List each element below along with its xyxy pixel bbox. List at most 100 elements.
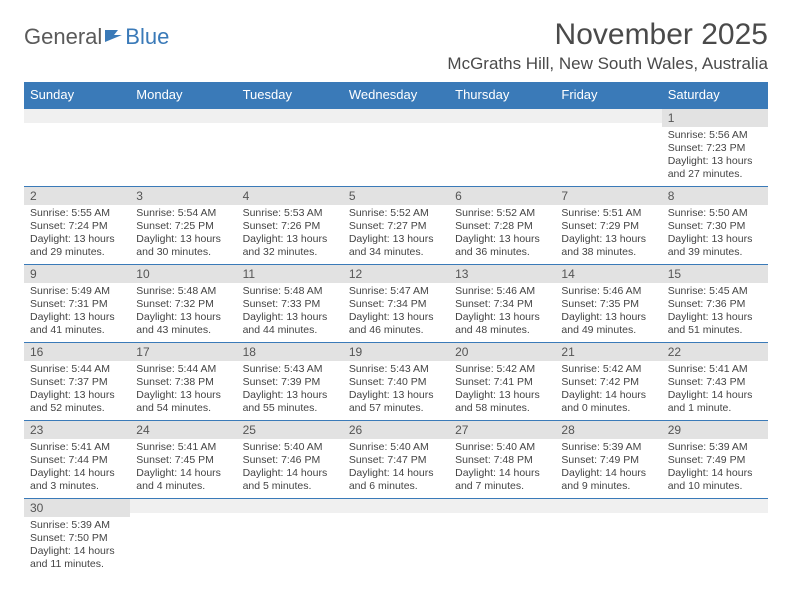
day-number: 20 xyxy=(449,343,555,361)
calendar-cell: 26Sunrise: 5:40 AMSunset: 7:47 PMDayligh… xyxy=(343,420,449,498)
daylight-text: Daylight: 14 hours and 4 minutes. xyxy=(136,467,230,493)
sunset-text: Sunset: 7:41 PM xyxy=(455,376,549,389)
day-number: 25 xyxy=(237,421,343,439)
day-number xyxy=(24,109,130,123)
sunrise-text: Sunrise: 5:39 AM xyxy=(30,519,124,532)
day-number xyxy=(343,499,449,513)
sunset-text: Sunset: 7:34 PM xyxy=(455,298,549,311)
calendar-cell: 27Sunrise: 5:40 AMSunset: 7:48 PMDayligh… xyxy=(449,420,555,498)
calendar-week-row: 1Sunrise: 5:56 AMSunset: 7:23 PMDaylight… xyxy=(24,108,768,186)
calendar-cell: 10Sunrise: 5:48 AMSunset: 7:32 PMDayligh… xyxy=(130,264,236,342)
weekday-header: Tuesday xyxy=(237,82,343,108)
sunrise-text: Sunrise: 5:46 AM xyxy=(561,285,655,298)
day-body: Sunrise: 5:39 AMSunset: 7:49 PMDaylight:… xyxy=(662,439,768,497)
calendar-cell xyxy=(237,108,343,186)
sunrise-text: Sunrise: 5:43 AM xyxy=(243,363,337,376)
day-body xyxy=(662,513,768,565)
day-body: Sunrise: 5:48 AMSunset: 7:32 PMDaylight:… xyxy=(130,283,236,341)
day-body: Sunrise: 5:42 AMSunset: 7:41 PMDaylight:… xyxy=(449,361,555,419)
day-body xyxy=(555,123,661,175)
sunrise-text: Sunrise: 5:44 AM xyxy=(136,363,230,376)
day-body: Sunrise: 5:40 AMSunset: 7:48 PMDaylight:… xyxy=(449,439,555,497)
day-body: Sunrise: 5:44 AMSunset: 7:38 PMDaylight:… xyxy=(130,361,236,419)
day-number: 8 xyxy=(662,187,768,205)
daylight-text: Daylight: 13 hours and 57 minutes. xyxy=(349,389,443,415)
calendar-cell: 29Sunrise: 5:39 AMSunset: 7:49 PMDayligh… xyxy=(662,420,768,498)
calendar-cell: 11Sunrise: 5:48 AMSunset: 7:33 PMDayligh… xyxy=(237,264,343,342)
day-number: 21 xyxy=(555,343,661,361)
sunset-text: Sunset: 7:26 PM xyxy=(243,220,337,233)
daylight-text: Daylight: 14 hours and 10 minutes. xyxy=(668,467,762,493)
sunrise-text: Sunrise: 5:49 AM xyxy=(30,285,124,298)
logo-text-2: Blue xyxy=(125,24,169,50)
day-number xyxy=(343,109,449,123)
daylight-text: Daylight: 14 hours and 3 minutes. xyxy=(30,467,124,493)
calendar-week-row: 30Sunrise: 5:39 AMSunset: 7:50 PMDayligh… xyxy=(24,498,768,576)
logo: General Blue xyxy=(24,18,169,50)
calendar-cell xyxy=(237,498,343,576)
sunset-text: Sunset: 7:49 PM xyxy=(561,454,655,467)
day-body: Sunrise: 5:51 AMSunset: 7:29 PMDaylight:… xyxy=(555,205,661,263)
day-body: Sunrise: 5:41 AMSunset: 7:43 PMDaylight:… xyxy=(662,361,768,419)
daylight-text: Daylight: 13 hours and 39 minutes. xyxy=(668,233,762,259)
sunset-text: Sunset: 7:37 PM xyxy=(30,376,124,389)
calendar-cell: 17Sunrise: 5:44 AMSunset: 7:38 PMDayligh… xyxy=(130,342,236,420)
sunrise-text: Sunrise: 5:40 AM xyxy=(349,441,443,454)
day-number xyxy=(449,109,555,123)
sunrise-text: Sunrise: 5:44 AM xyxy=(30,363,124,376)
day-number xyxy=(130,499,236,513)
calendar-cell: 18Sunrise: 5:43 AMSunset: 7:39 PMDayligh… xyxy=(237,342,343,420)
sunset-text: Sunset: 7:32 PM xyxy=(136,298,230,311)
day-body: Sunrise: 5:41 AMSunset: 7:45 PMDaylight:… xyxy=(130,439,236,497)
calendar-cell: 5Sunrise: 5:52 AMSunset: 7:27 PMDaylight… xyxy=(343,186,449,264)
day-number: 29 xyxy=(662,421,768,439)
calendar-cell: 20Sunrise: 5:42 AMSunset: 7:41 PMDayligh… xyxy=(449,342,555,420)
calendar-table: Sunday Monday Tuesday Wednesday Thursday… xyxy=(24,82,768,576)
day-body: Sunrise: 5:52 AMSunset: 7:27 PMDaylight:… xyxy=(343,205,449,263)
day-number: 28 xyxy=(555,421,661,439)
calendar-cell xyxy=(555,108,661,186)
day-number: 26 xyxy=(343,421,449,439)
day-number xyxy=(237,109,343,123)
sunset-text: Sunset: 7:42 PM xyxy=(561,376,655,389)
daylight-text: Daylight: 14 hours and 6 minutes. xyxy=(349,467,443,493)
sunrise-text: Sunrise: 5:47 AM xyxy=(349,285,443,298)
day-body xyxy=(237,123,343,175)
sunset-text: Sunset: 7:49 PM xyxy=(668,454,762,467)
day-number: 7 xyxy=(555,187,661,205)
sunset-text: Sunset: 7:35 PM xyxy=(561,298,655,311)
flag-icon xyxy=(104,24,124,50)
sunset-text: Sunset: 7:48 PM xyxy=(455,454,549,467)
daylight-text: Daylight: 13 hours and 32 minutes. xyxy=(243,233,337,259)
calendar-cell: 16Sunrise: 5:44 AMSunset: 7:37 PMDayligh… xyxy=(24,342,130,420)
calendar-cell: 1Sunrise: 5:56 AMSunset: 7:23 PMDaylight… xyxy=(662,108,768,186)
day-body xyxy=(24,123,130,175)
sunrise-text: Sunrise: 5:41 AM xyxy=(668,363,762,376)
calendar-cell: 6Sunrise: 5:52 AMSunset: 7:28 PMDaylight… xyxy=(449,186,555,264)
day-number: 2 xyxy=(24,187,130,205)
day-body: Sunrise: 5:46 AMSunset: 7:35 PMDaylight:… xyxy=(555,283,661,341)
daylight-text: Daylight: 13 hours and 54 minutes. xyxy=(136,389,230,415)
day-body xyxy=(343,123,449,175)
calendar-cell xyxy=(343,498,449,576)
day-number: 14 xyxy=(555,265,661,283)
day-body xyxy=(449,123,555,175)
calendar-cell xyxy=(449,498,555,576)
day-body: Sunrise: 5:47 AMSunset: 7:34 PMDaylight:… xyxy=(343,283,449,341)
daylight-text: Daylight: 13 hours and 29 minutes. xyxy=(30,233,124,259)
daylight-text: Daylight: 13 hours and 48 minutes. xyxy=(455,311,549,337)
calendar-cell xyxy=(449,108,555,186)
daylight-text: Daylight: 13 hours and 44 minutes. xyxy=(243,311,337,337)
logo-text-1: General xyxy=(24,24,102,50)
day-number: 5 xyxy=(343,187,449,205)
daylight-text: Daylight: 14 hours and 0 minutes. xyxy=(561,389,655,415)
calendar-cell: 25Sunrise: 5:40 AMSunset: 7:46 PMDayligh… xyxy=(237,420,343,498)
sunrise-text: Sunrise: 5:52 AM xyxy=(455,207,549,220)
day-number xyxy=(555,499,661,513)
daylight-text: Daylight: 14 hours and 1 minute. xyxy=(668,389,762,415)
day-body: Sunrise: 5:39 AMSunset: 7:49 PMDaylight:… xyxy=(555,439,661,497)
calendar-cell: 30Sunrise: 5:39 AMSunset: 7:50 PMDayligh… xyxy=(24,498,130,576)
sunrise-text: Sunrise: 5:53 AM xyxy=(243,207,337,220)
day-body: Sunrise: 5:40 AMSunset: 7:46 PMDaylight:… xyxy=(237,439,343,497)
day-number xyxy=(662,499,768,513)
